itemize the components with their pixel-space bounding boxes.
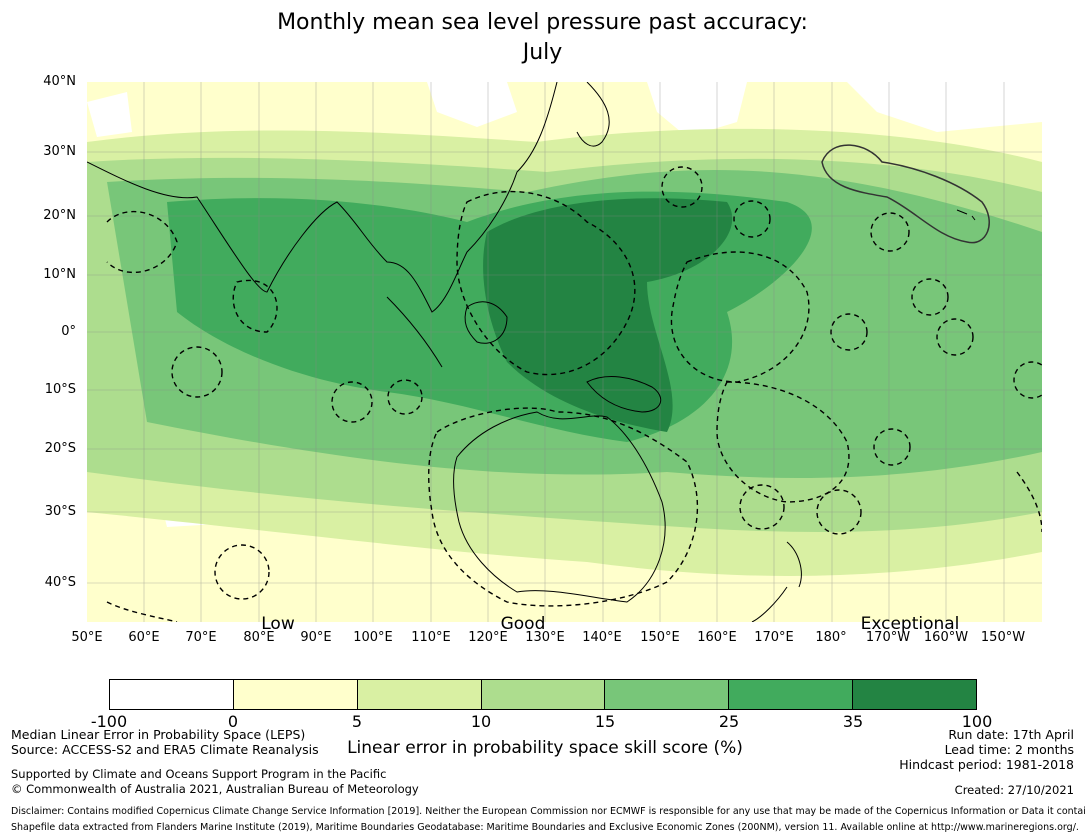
lat-label: 30°N (43, 144, 76, 159)
papua-new-guinea-coastline (586, 376, 662, 413)
colorbar-label: Linear error in probability space skill … (347, 738, 743, 758)
colorbar-tick: 35 (842, 712, 864, 731)
australia-coastline (452, 411, 666, 603)
borneo-coastline (464, 301, 508, 344)
no-skill-area (847, 82, 1042, 132)
no-skill-area (647, 82, 747, 137)
lon-label: 170°E (754, 630, 794, 645)
lon-label: 100°E (353, 630, 393, 645)
shapefile-credit: Shapefile data extracted from Flanders M… (11, 822, 1079, 833)
skill-label-low: Low (261, 614, 295, 634)
colorbar-segment (729, 680, 854, 709)
colorbar-tick: 100 (961, 712, 993, 731)
sumatra-coastline (386, 296, 443, 368)
colorbar-segment (110, 680, 234, 709)
footer-copyright: © Commonwealth of Australia 2021, Austra… (11, 782, 419, 796)
lat-label: 20°N (43, 208, 76, 223)
colorbar-tick: 0 (227, 712, 239, 731)
lon-label: 180° (815, 630, 847, 645)
lat-label: 40°N (43, 74, 76, 89)
japan-coastline (576, 82, 610, 147)
lon-label: 150°E (640, 630, 680, 645)
colorbar (109, 679, 977, 710)
graticule (87, 82, 1042, 622)
lead-time: Lead time: 2 months (944, 742, 1074, 757)
colorbar-tick: 15 (594, 712, 616, 731)
colorbar-tick: 25 (718, 712, 740, 731)
no-skill-area (87, 92, 132, 137)
footer-method: Median Linear Error in Probability Space… (11, 727, 306, 742)
lon-label: 90°E (300, 630, 332, 645)
colorbar-tick: -100 (90, 712, 128, 731)
lon-label: 50°E (71, 630, 103, 645)
title-line-2: July (522, 40, 563, 65)
lon-label: 170°W (865, 630, 911, 645)
disclaimer: Disclaimer: Contains modified Copernicus… (11, 806, 1085, 817)
skill-band-35-100 (483, 198, 733, 432)
footer-support: Supported by Climate and Oceans Support … (11, 767, 387, 781)
lon-label: 140°E (582, 630, 622, 645)
colorbar-segment (233, 680, 358, 709)
new-zealand-coastline (751, 541, 802, 622)
title-line-1: Monthly mean sea level pressure past acc… (277, 10, 808, 35)
skill-map (87, 82, 1042, 622)
colorbar-segment (357, 680, 482, 709)
colorbar-segment (853, 680, 977, 709)
footer-source: Source: ACCESS-S2 and ERA5 Climate Reana… (11, 742, 319, 757)
colorbar-tick: 10 (470, 712, 492, 731)
lat-label: 10°S (44, 382, 76, 397)
hawaii-eez-outline (821, 144, 990, 244)
chart-title: Monthly mean sea level pressure past acc… (0, 8, 1085, 68)
colorbar-tick: 5 (351, 712, 363, 731)
eez-boundaries (106, 166, 1042, 622)
lon-label: 160°E (697, 630, 737, 645)
lon-label: 80°E (243, 630, 275, 645)
coastlines (87, 82, 976, 622)
lon-label: 160°W (923, 630, 969, 645)
no-skill-area (427, 82, 517, 127)
run-date: Run date: 17th April (948, 727, 1074, 742)
asia-coastline (87, 82, 558, 313)
lat-label: 20°S (44, 441, 76, 456)
hindcast-period: Hindcast period: 1981-2018 (899, 757, 1074, 772)
lon-label: 150°W (980, 630, 1026, 645)
lon-label: 110°E (411, 630, 451, 645)
created-date: Created: 27/10/2021 (954, 783, 1074, 797)
lon-label: 70°E (185, 630, 217, 645)
colorbar-segment (481, 680, 606, 709)
lat-label: 40°S (44, 575, 76, 590)
colorbar-segment (605, 680, 730, 709)
lon-label: 120°E (468, 630, 508, 645)
lat-label: 30°S (44, 504, 76, 519)
hawaii-coastline (956, 209, 976, 221)
skill-label-exceptional: Exceptional (860, 614, 960, 634)
lon-label: 60°E (128, 630, 160, 645)
lat-label: 10°N (43, 267, 76, 282)
lon-label: 130°E (525, 630, 565, 645)
skill-label-good: Good (500, 614, 546, 634)
lat-label: 0° (61, 324, 76, 339)
